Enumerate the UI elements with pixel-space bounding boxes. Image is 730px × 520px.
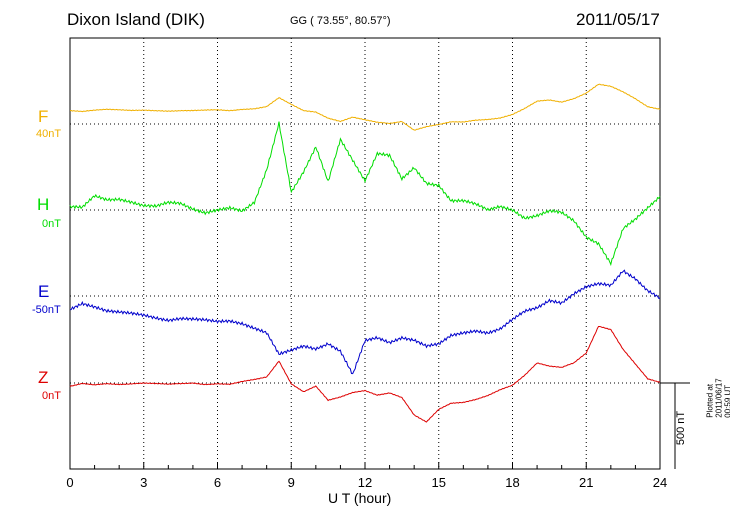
series-line-H bbox=[69, 121, 661, 267]
x-tick-label-6: 6 bbox=[214, 475, 221, 490]
x-axis-ticks bbox=[69, 462, 661, 469]
x-tick-label-15: 15 bbox=[432, 475, 446, 490]
series-line-F bbox=[69, 83, 661, 131]
plot-date: 2011/05/17 bbox=[576, 10, 660, 29]
baseline-E: -50nT bbox=[32, 304, 61, 316]
baseline-H: 0nT bbox=[42, 218, 61, 230]
label-F: F bbox=[38, 107, 49, 126]
geographic-coordinates: GG ( 73.55°, 80.57°) bbox=[290, 15, 391, 27]
x-axis-tick-labels: 0 3 6 9 12 15 18 21 24 bbox=[66, 475, 667, 490]
x-tick-label-18: 18 bbox=[505, 475, 519, 490]
label-H: H bbox=[37, 195, 50, 214]
scale-bar-label: 500 nT bbox=[675, 410, 687, 446]
label-E: E bbox=[38, 282, 50, 301]
x-tick-label-24: 24 bbox=[653, 475, 667, 490]
series-line-E bbox=[69, 269, 661, 375]
station-title: Dixon Island (DIK) bbox=[67, 10, 205, 29]
label-Z: Z bbox=[38, 368, 49, 387]
scale-bar bbox=[660, 382, 690, 469]
baseline-Z: 0nT bbox=[42, 390, 61, 402]
x-tick-label-9: 9 bbox=[288, 475, 295, 490]
data-series bbox=[69, 83, 661, 423]
x-tick-label-0: 0 bbox=[66, 475, 73, 490]
series-line-Z bbox=[69, 326, 661, 423]
x-axis-label: U T (hour) bbox=[328, 490, 392, 506]
grid-lines bbox=[70, 38, 660, 469]
plotted-timestamp: Plotted at 2011/06/17 00:59 UT bbox=[705, 378, 730, 418]
x-tick-label-3: 3 bbox=[140, 475, 147, 490]
x-tick-label-12: 12 bbox=[358, 475, 372, 490]
x-tick-label-21: 21 bbox=[579, 475, 593, 490]
baseline-F: 40nT bbox=[36, 128, 62, 140]
